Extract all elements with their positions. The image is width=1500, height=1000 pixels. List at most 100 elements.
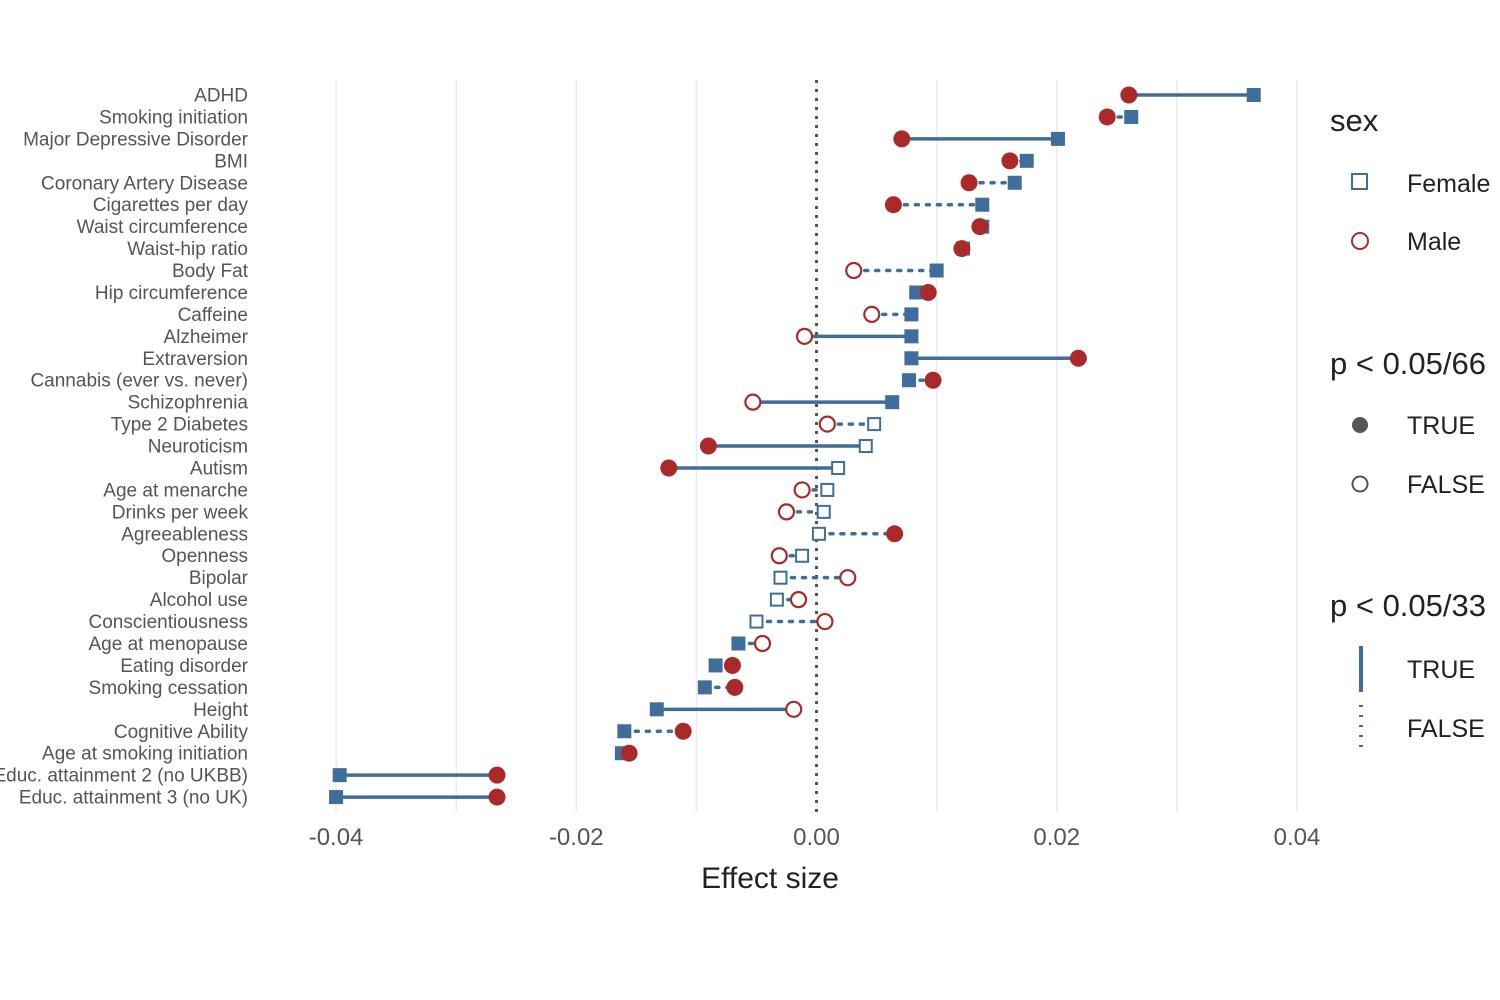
female-point <box>769 592 784 607</box>
trait-label: Schizophrenia <box>128 393 249 414</box>
trait-label: Educ. attainment 3 (no UK) <box>19 788 248 809</box>
legend-male-label: Male <box>1407 228 1461 256</box>
male-point <box>1120 86 1138 104</box>
male-point <box>1098 108 1116 126</box>
trait-label: Smoking initiation <box>99 107 248 128</box>
difference-segments <box>336 93 1254 799</box>
trait-label: Body Fat <box>172 261 249 282</box>
female-point <box>649 702 664 717</box>
x-axis-title: Effect size <box>701 862 839 895</box>
male-point <box>893 130 911 148</box>
female-point <box>904 351 919 366</box>
legend-sex-title: sex <box>1330 103 1379 138</box>
male-point <box>660 459 678 477</box>
trait-label: Cognitive Ability <box>114 722 249 743</box>
trait-label: BMI <box>214 151 248 172</box>
trait-label: Caffeine <box>178 305 248 326</box>
legend-p66-true-label: TRUE <box>1407 412 1475 440</box>
female-point <box>816 504 831 519</box>
male-point <box>886 525 904 543</box>
trait-label: Smoking cessation <box>89 678 248 699</box>
female-point <box>1007 175 1022 190</box>
female-point <box>731 636 746 651</box>
male-point <box>795 327 814 345</box>
trait-label: Autism <box>190 458 248 479</box>
male-point <box>777 503 796 521</box>
trait-label: Openness <box>161 546 248 567</box>
trait-label: Type 2 Diabetes <box>111 415 248 436</box>
male-point <box>793 481 811 499</box>
male-point <box>1069 349 1087 367</box>
female-point <box>1050 131 1065 146</box>
male-point <box>816 612 834 631</box>
female-point <box>332 768 347 783</box>
female-point <box>820 482 835 497</box>
trait-label: Drinks per week <box>112 502 249 523</box>
male-point <box>884 196 902 214</box>
x-tick-label: -0.04 <box>309 824 364 851</box>
male-points <box>488 86 1138 806</box>
female-point <box>858 439 873 454</box>
x-tick-label: 0.04 <box>1274 824 1321 851</box>
legend-female-label: Female <box>1407 170 1490 198</box>
trait-label: Educ. attainment 2 (no UKBB) <box>0 766 248 787</box>
legend-p66-false-open-icon <box>1351 475 1369 493</box>
legend-p66-false-label: FALSE <box>1407 471 1485 499</box>
male-point <box>818 415 836 433</box>
trait-label: Age at smoking initiation <box>42 744 248 765</box>
female-point <box>811 526 826 541</box>
trait-label: Major Depressive Disorder <box>23 129 249 150</box>
legend-p66-true-filled-icon <box>1352 417 1368 433</box>
female-point <box>885 395 900 410</box>
female-point <box>902 373 917 388</box>
female-point <box>831 460 846 475</box>
male-point <box>924 371 942 389</box>
male-point <box>674 722 692 740</box>
x-tick-label: 0.00 <box>793 824 840 851</box>
trait-label: Coronary Artery Disease <box>41 173 248 194</box>
legend-male-circle-icon <box>1351 232 1369 250</box>
male-point <box>1001 152 1019 170</box>
male-point <box>726 678 744 696</box>
trait-label: Alzheimer <box>164 327 249 348</box>
male-point <box>753 634 772 653</box>
trait-label: Age at menopause <box>88 634 248 655</box>
male-point <box>620 744 638 762</box>
trait-label: Agreeableness <box>121 524 248 545</box>
male-point <box>863 305 881 323</box>
trait-label: ADHD <box>194 86 248 107</box>
trait-label: Age at menarche <box>103 480 248 501</box>
male-point <box>488 788 506 806</box>
legend: sex Female Male p < 0.05/66 TRUE FALSE p… <box>1330 103 1490 751</box>
trait-label: Height <box>193 700 249 721</box>
female-point <box>1124 109 1139 124</box>
female-point <box>617 724 632 739</box>
male-point <box>789 591 808 609</box>
female-point <box>749 614 764 629</box>
female-point <box>329 790 344 805</box>
trait-label: Eating disorder <box>120 656 248 677</box>
legend-female-square-icon <box>1351 173 1368 190</box>
female-point <box>904 329 919 344</box>
female-point <box>773 570 788 585</box>
female-point <box>697 680 712 695</box>
male-point <box>839 569 857 587</box>
legend-p33-true-label: TRUE <box>1407 656 1475 684</box>
legend-p33-title: p < 0.05/33 <box>1330 588 1486 623</box>
male-point <box>785 700 803 718</box>
female-point <box>909 285 924 300</box>
male-point <box>845 261 863 280</box>
female-point <box>929 263 944 278</box>
male-point <box>971 218 989 236</box>
x-axis-ticks: -0.04 -0.02 0.00 0.02 0.04 <box>309 824 1321 851</box>
male-point <box>488 766 506 784</box>
female-point <box>795 548 810 563</box>
x-tick-label: 0.02 <box>1033 824 1080 851</box>
male-point <box>723 656 741 674</box>
male-point <box>770 547 788 565</box>
female-point <box>975 197 990 212</box>
female-point <box>1246 88 1261 102</box>
x-tick-label: -0.02 <box>549 824 604 851</box>
